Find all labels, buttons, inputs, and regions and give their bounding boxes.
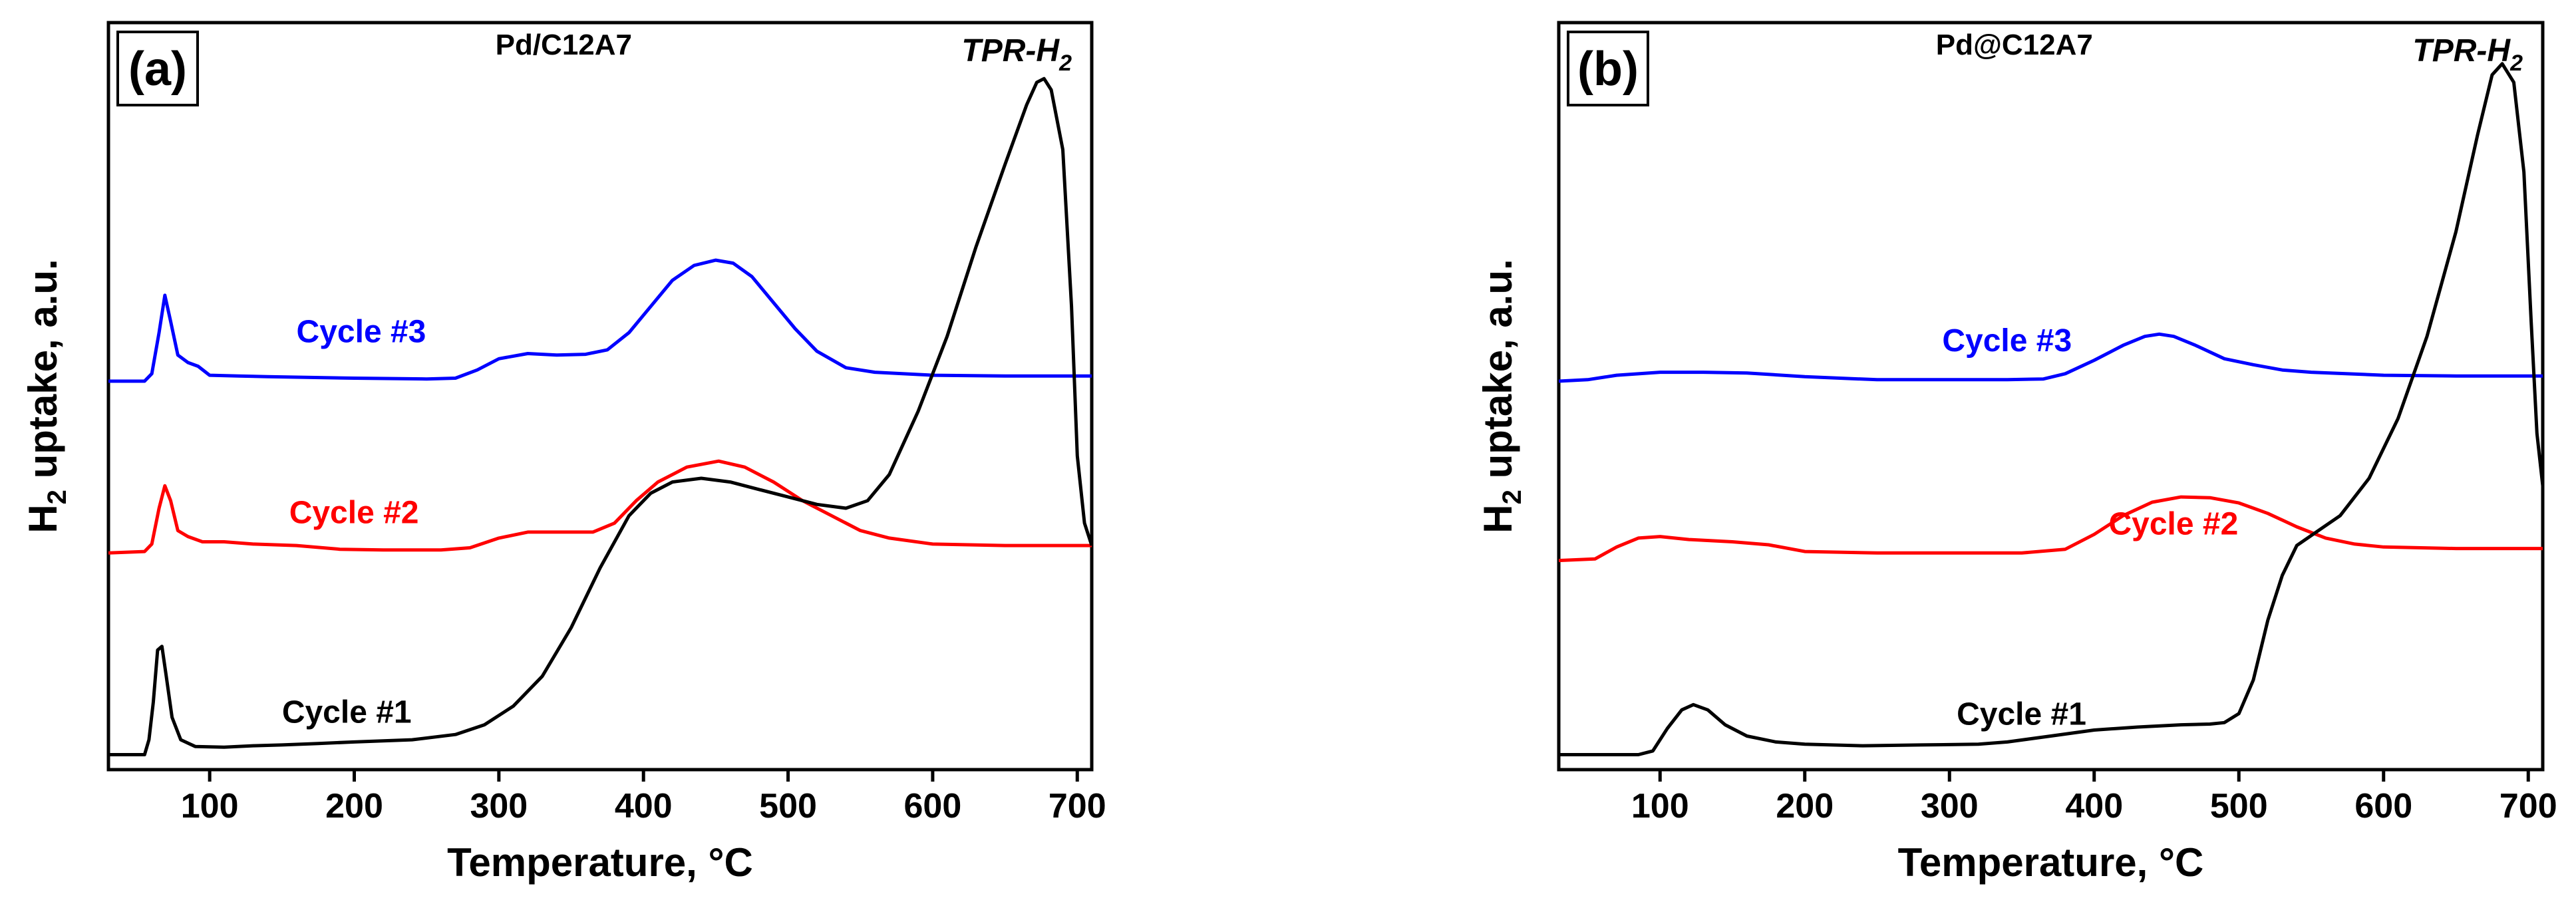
method-label: TPR-H2 xyxy=(961,33,1072,76)
panel-label: (a) xyxy=(128,43,187,96)
series-line-cycle-3 xyxy=(108,258,1092,383)
x-tick-label: 100 xyxy=(181,787,239,826)
chart-title: Pd/C12A7 xyxy=(496,29,632,61)
series-label: Cycle #3 xyxy=(297,315,426,350)
y-axis-label-subscript: 2 xyxy=(43,490,72,504)
x-tick-label: 400 xyxy=(615,787,673,826)
series-line-cycle-3 xyxy=(1558,332,2543,383)
series-label: Cycle #2 xyxy=(289,495,419,530)
y-axis-label-main: H xyxy=(21,504,65,533)
y-axis-label-subscript: 2 xyxy=(1498,490,1527,504)
method-label: TPR-H2 xyxy=(2412,33,2523,76)
plot-frame xyxy=(1557,21,2545,772)
series-line-cycle-2 xyxy=(1558,495,2543,563)
plot-frame xyxy=(106,21,1094,772)
x-tick-label: 300 xyxy=(1921,787,1979,826)
series-label: Cycle #1 xyxy=(282,694,412,730)
x-tick-label: 400 xyxy=(2065,787,2123,826)
method-label-main: TPR-H xyxy=(961,33,1060,69)
series-line-cycle-2 xyxy=(108,459,1092,555)
x-tick-label: 300 xyxy=(470,787,528,826)
method-label-subscript: 2 xyxy=(2509,51,2523,76)
method-label-main: TPR-H xyxy=(2412,33,2511,69)
x-tick-label: 500 xyxy=(2210,787,2268,826)
series-label: Cycle #2 xyxy=(2109,506,2239,541)
y-axis-label-rest: uptake, a.u. xyxy=(1476,259,1520,490)
series-label: Cycle #1 xyxy=(1957,697,2086,732)
panel-label-box xyxy=(1567,31,1649,106)
x-axis-label: Temperature, °C xyxy=(1898,840,2204,885)
y-axis-label: H2 uptake, a.u. xyxy=(21,259,72,533)
x-tick-label: 200 xyxy=(325,787,383,826)
x-tick-label: 700 xyxy=(1048,787,1106,826)
panel-label: (b) xyxy=(1577,43,1639,96)
y-axis-label: H2 uptake, a.u. xyxy=(1476,259,1527,533)
x-tick-label: 200 xyxy=(1776,787,1834,826)
series-line-cycle-1 xyxy=(108,76,1094,756)
series-line-cycle-1 xyxy=(1559,62,2545,756)
x-tick-label: 700 xyxy=(2499,787,2557,826)
y-axis-label-main: H xyxy=(1476,504,1520,533)
x-tick-label: 100 xyxy=(1631,787,1689,826)
chart-title: Pd@C12A7 xyxy=(1936,29,2093,61)
series-label: Cycle #3 xyxy=(1942,323,2072,359)
x-axis-label: Temperature, °C xyxy=(447,840,753,885)
y-axis-label-rest: uptake, a.u. xyxy=(21,259,65,490)
x-tick-label: 600 xyxy=(2354,787,2412,826)
panel-label-box xyxy=(116,31,199,106)
x-tick-label: 500 xyxy=(759,787,817,826)
x-tick-label: 600 xyxy=(904,787,962,826)
method-label-subscript: 2 xyxy=(1058,51,1072,76)
